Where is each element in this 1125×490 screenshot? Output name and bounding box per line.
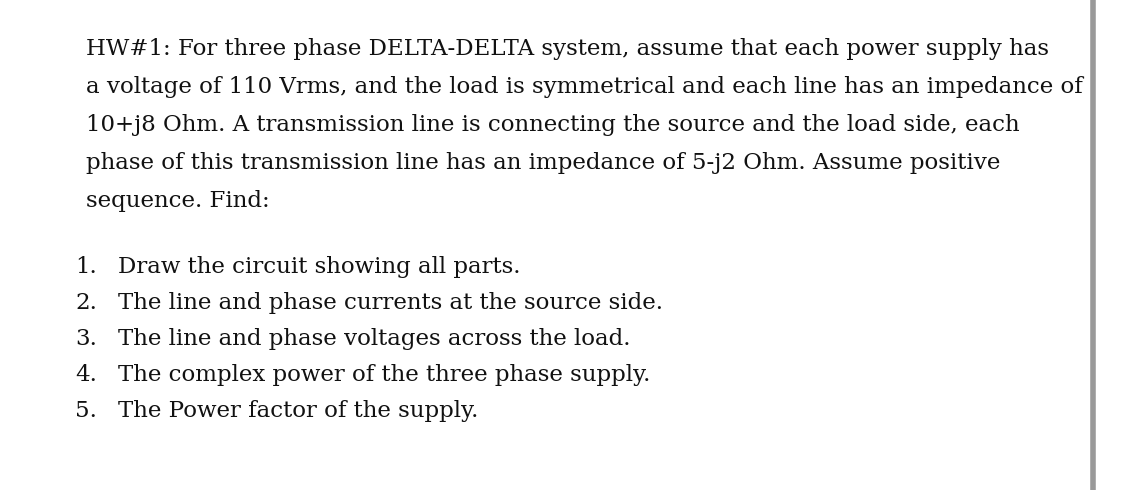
Text: The complex power of the three phase supply.: The complex power of the three phase sup… xyxy=(118,364,650,386)
Text: 1.: 1. xyxy=(75,256,97,278)
Text: phase of this transmission line has an impedance of 5-j2 Ohm. Assume positive: phase of this transmission line has an i… xyxy=(86,152,1000,174)
Text: sequence. Find:: sequence. Find: xyxy=(86,190,269,212)
Text: 10+j8 Ohm. A transmission line is connecting the source and the load side, each: 10+j8 Ohm. A transmission line is connec… xyxy=(86,114,1019,136)
Text: The Power factor of the supply.: The Power factor of the supply. xyxy=(118,400,478,422)
Text: 4.: 4. xyxy=(75,364,97,386)
Text: HW#1: For three phase DELTA-DELTA system, assume that each power supply has: HW#1: For three phase DELTA-DELTA system… xyxy=(86,38,1048,60)
Text: The line and phase voltages across the load.: The line and phase voltages across the l… xyxy=(118,328,630,350)
Text: 5.: 5. xyxy=(75,400,97,422)
Text: a voltage of 110 Vrms, and the load is symmetrical and each line has an impedanc: a voltage of 110 Vrms, and the load is s… xyxy=(86,76,1082,98)
Text: 2.: 2. xyxy=(75,292,97,314)
Text: Draw the circuit showing all parts.: Draw the circuit showing all parts. xyxy=(118,256,521,278)
Text: The line and phase currents at the source side.: The line and phase currents at the sourc… xyxy=(118,292,663,314)
Text: 3.: 3. xyxy=(75,328,97,350)
